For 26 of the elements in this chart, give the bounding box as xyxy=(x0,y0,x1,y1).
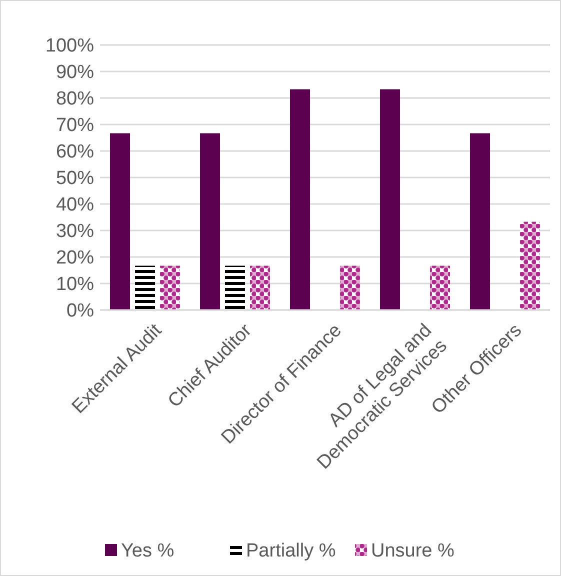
y-tick-label: 40% xyxy=(56,194,94,216)
y-tick-label: 80% xyxy=(56,88,94,110)
bar xyxy=(520,222,540,310)
bar xyxy=(200,133,220,310)
y-tick-label: 30% xyxy=(56,221,94,242)
bar xyxy=(290,89,310,310)
y-tick-label: 60% xyxy=(56,142,94,163)
bar xyxy=(430,266,450,310)
y-tick-label: 70% xyxy=(56,115,94,136)
bar xyxy=(225,266,245,310)
y-tick-label: 90% xyxy=(56,62,94,84)
bar xyxy=(135,266,155,310)
bar xyxy=(380,89,400,310)
bar xyxy=(470,133,490,310)
y-tick-label: 100% xyxy=(45,36,94,57)
y-tick-label: 50% xyxy=(56,168,94,190)
legend-label: Yes % xyxy=(121,540,174,562)
y-tick-label: 10% xyxy=(56,274,94,296)
legend-label: Unsure % xyxy=(371,540,455,562)
legend-label: Partially % xyxy=(246,540,336,562)
bar xyxy=(340,266,360,310)
y-tick-label: 0% xyxy=(66,300,94,322)
y-tick-label: 20% xyxy=(56,248,94,269)
bar xyxy=(250,266,270,310)
bar xyxy=(160,266,180,310)
bar xyxy=(110,133,130,310)
